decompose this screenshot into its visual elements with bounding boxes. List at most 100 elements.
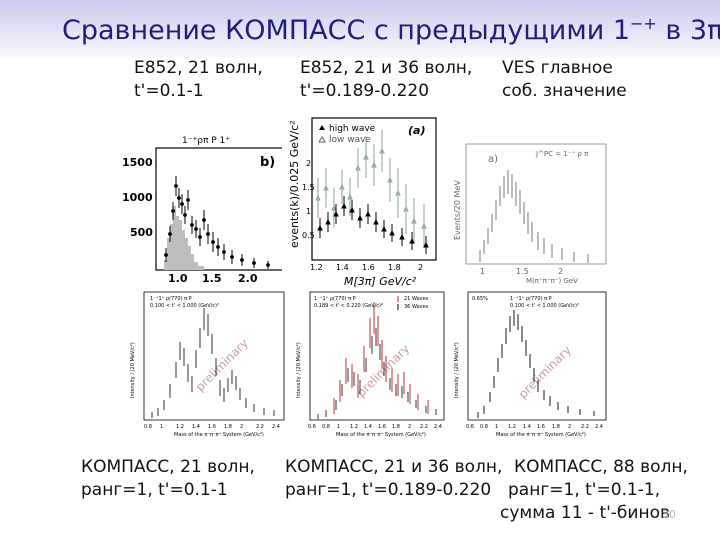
- x-axis-label: M[3π] GeV/c²: [344, 275, 417, 288]
- plot-compass-21-svg: Intensity / (20 MeV/c²) 1⁻⁺1⁺ ρ(770) π P…: [130, 291, 285, 438]
- watermark: preliminary: [193, 336, 251, 394]
- x-tick-label: 1.2: [176, 424, 184, 430]
- low-wave-points: [315, 130, 427, 248]
- y-tick-label: 2: [306, 159, 311, 168]
- compass-21-points: [151, 308, 275, 418]
- caption-compass-21: КОМПАСС, 21 волн, ранг=1, t'=0.1-1: [81, 456, 255, 502]
- plot-e852-36-svg: events(k)/0.025 GeV/c² high wave low wav…: [288, 117, 437, 288]
- x-tick-label: 1.8: [552, 424, 560, 430]
- plot-header: 0.100 < t' < 1.000 (GeV/c)²: [150, 303, 219, 309]
- y-tick-label: 0.5: [302, 231, 315, 240]
- x-tick-label: 0.6: [308, 424, 316, 430]
- plot-frame: [311, 117, 437, 261]
- caption-line: VES главное: [502, 58, 613, 78]
- y-axis-label: Intensity / (20 MeV/c²): [454, 342, 460, 398]
- x-tick-label: 2: [558, 267, 563, 276]
- y-tick-label: 1.5: [302, 183, 315, 192]
- plot-frame: [467, 291, 607, 421]
- x-tick-label: 1.2: [508, 424, 516, 430]
- x-tick-label: 1.5: [516, 267, 529, 276]
- x-tick-label: 1.4: [523, 424, 531, 430]
- caption-line: ранг=1, t'=0.1-1: [81, 480, 228, 500]
- y-tick-label: 1: [306, 207, 311, 216]
- caption-line: соб. значение: [502, 81, 627, 101]
- x-tick-label: 1.6: [537, 424, 545, 430]
- title-superscript: −+: [630, 14, 657, 33]
- plot-ves: Events/20 MeV a) J^PC = 1⁻⁺ ρ π 1 1.5 2 …: [440, 140, 610, 285]
- x-axis-label: Mass of the π⁻π⁻π⁺ System (GeV/c²): [336, 432, 426, 438]
- legend-21: 21 Waves: [404, 296, 429, 302]
- panel-tag: a): [488, 154, 498, 165]
- x-ticks: 1 1.5 2: [480, 267, 563, 276]
- page-number: 30: [662, 508, 676, 521]
- slide-title: Сравнение КОМПАСС с предыдущими 1−+ в 3π: [62, 14, 720, 46]
- plot-header: 0.65%: [472, 296, 488, 302]
- x-tick-label: 1.6: [378, 424, 386, 430]
- caption-line: КОМПАСС, 88 волн,: [514, 457, 688, 477]
- y-ticks: 2 1.5 1 0.5: [302, 159, 315, 240]
- x-tick-label: 1: [495, 424, 498, 430]
- caption-line: E852, 21 и 36 волн,: [300, 58, 473, 78]
- x-tick-label: 0.8: [144, 424, 152, 430]
- x-tick-label: 2.4: [434, 424, 442, 430]
- watermark: preliminary: [354, 342, 412, 400]
- x-tick-label: 1: [160, 424, 163, 430]
- high-wave-points: [317, 196, 429, 254]
- x-tick-label: 1.0: [168, 272, 188, 285]
- x-axis-label: Mass of the π⁻π⁻π⁺ System (GeV/c²): [174, 432, 264, 438]
- x-tick-label: 2: [568, 424, 571, 430]
- data-points-black: [164, 176, 270, 269]
- y-axis-label: events(k)/0.025 GeV/c²: [288, 120, 301, 248]
- x-tick-label: 1.4: [364, 424, 372, 430]
- plot-compass-88-svg: Intensity / (20 MeV/c²) 0.65% 1⁻⁺1⁺ ρ(77…: [454, 291, 607, 438]
- plot-compass-36: Intensity / (20 MeV/c²) 1⁻⁺1⁺ ρ(770) π P…: [290, 288, 448, 438]
- x-tick-label: 0.6: [466, 424, 474, 430]
- plot-header: 1⁻⁺ρπ P 1⁺: [182, 136, 230, 146]
- plot-ves-svg: Events/20 MeV a) J^PC = 1⁻⁺ ρ π 1 1.5 2 …: [453, 143, 607, 285]
- legend-low: low wave: [329, 135, 371, 145]
- y-axis-label: Intensity / (20 MeV/c²): [296, 342, 302, 398]
- x-tick-label: 1.8: [392, 424, 400, 430]
- x-ticks: 0.6 0.8 1 1.2 1.4 1.6 1.8 2 2.2 2.4: [466, 424, 603, 430]
- caption-line: t'=0.189-0.220: [300, 81, 430, 101]
- y-axis-label: Intensity / (20 MeV/c²): [130, 342, 136, 398]
- y-tick-label: 1500: [122, 156, 153, 169]
- title-main: Сравнение КОМПАСС с предыдущими 1: [62, 15, 631, 46]
- legend-low-marker: [318, 136, 326, 143]
- caption-compass-36: КОМПАСС, 21 и 36 волн, ранг=1, t'=0.189-…: [285, 456, 502, 502]
- x-ticks: 0.6 0.8 1 1.2 1.4 1.6 1.8 2 2.2 2.4: [308, 424, 442, 430]
- x-tick-label: 1: [337, 424, 340, 430]
- legend-high: high wave: [329, 124, 376, 134]
- caption-line: E852, 21 волн,: [134, 58, 263, 78]
- y-tick-label: 1000: [122, 191, 153, 204]
- y-axis-label: Events/20 MeV: [453, 180, 462, 240]
- x-tick-label: 1.4: [192, 424, 200, 430]
- x-tick-label: 1.8: [224, 424, 232, 430]
- x-tick-label: 1: [480, 267, 485, 276]
- caption-line: сумма 11 - t'-бинов: [500, 503, 670, 523]
- x-axis-label: M(π⁺π⁻π⁻) GeV: [526, 277, 578, 285]
- x-tick-label: 2.0: [238, 272, 258, 285]
- x-tick-label: 2.2: [581, 424, 589, 430]
- legend-36: 36 Waves: [404, 304, 429, 310]
- x-ticks: 1.2 1.4 1.6 1.8 2: [310, 263, 423, 272]
- x-tick-label: 1.5: [202, 272, 222, 285]
- x-tick-label: 2.4: [595, 424, 603, 430]
- caption-e852-21: E852, 21 волн, t'=0.1-1: [134, 57, 263, 103]
- plot-frame: [465, 143, 607, 265]
- x-tick-label: 1.6: [208, 424, 216, 430]
- x-tick-label: 2: [418, 263, 423, 272]
- title-tail: в 3π: [656, 15, 720, 46]
- watermark: preliminary: [516, 343, 574, 401]
- x-tick-label: 2: [240, 424, 243, 430]
- plot-header: 1⁻⁺1⁺ ρ(770) π P: [314, 296, 356, 302]
- x-ticks: 0.8 1 1.2 1.4 1.6 1.8 2 2.2 2.4: [144, 424, 280, 430]
- caption-ves: VES главное соб. значение: [502, 57, 627, 103]
- plot-header: 0.189 < t' < 0.220 (GeV/c)²: [314, 303, 383, 309]
- x-tick-label: 1.2: [310, 263, 323, 272]
- x-tick-label: 1.6: [362, 263, 375, 272]
- caption-line: КОМПАСС, 21 волн,: [81, 457, 255, 477]
- x-tick-label: 2.2: [256, 424, 264, 430]
- x-tick-label: 1.2: [350, 424, 358, 430]
- caption-line: ранг=1, t'=0.189-0.220: [285, 480, 492, 500]
